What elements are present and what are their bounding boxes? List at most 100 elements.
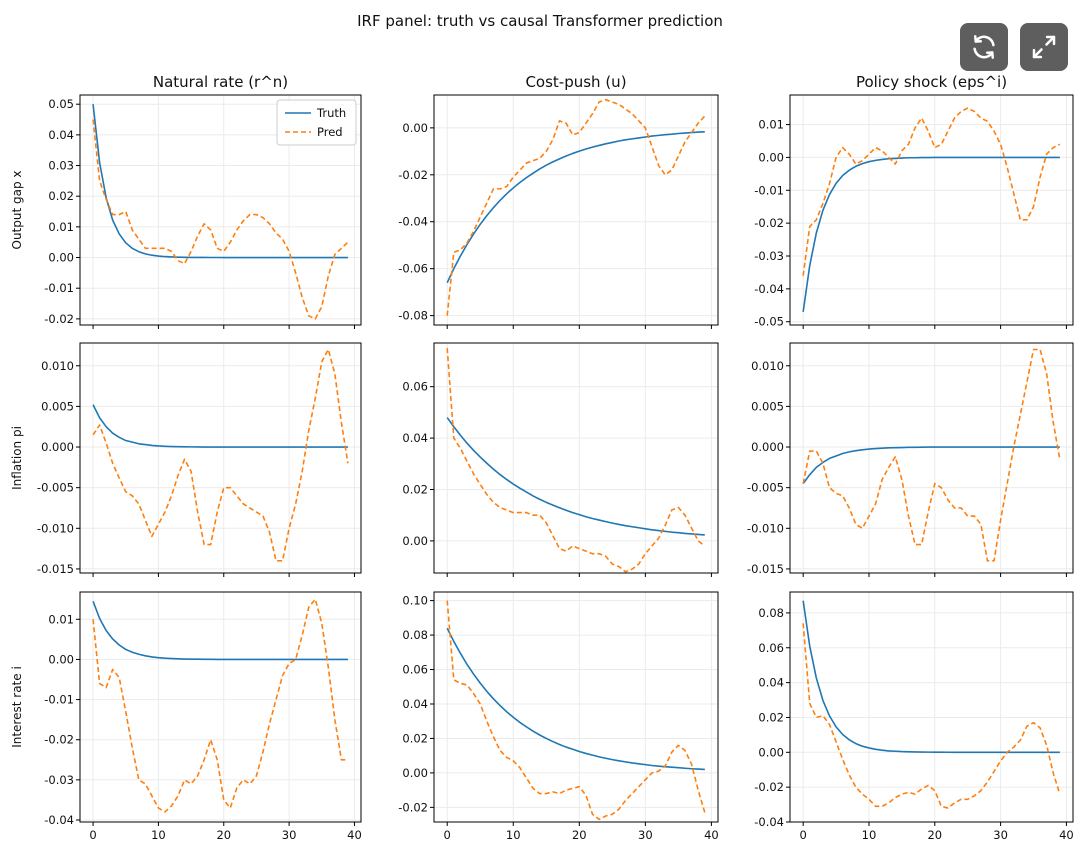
- pred-line: [446, 348, 706, 573]
- y-tick-label: 0.04: [758, 676, 784, 690]
- y-tick-label: -0.02: [44, 312, 74, 326]
- y-tick-label: -0.02: [398, 800, 428, 814]
- y-tick-label: 0.00: [402, 121, 428, 135]
- subplot-0-0: -0.02 -0.01 0.00 0.01 0.02 0.03 0.04 0.05 Truth P…: [44, 94, 362, 329]
- pred-line: [92, 119, 349, 320]
- x-tick-label: 30: [638, 828, 653, 842]
- y-tick-label: 0.01: [758, 118, 784, 132]
- y-tick-label: 0.02: [402, 731, 428, 745]
- y-tick-label: 0.10: [402, 594, 428, 608]
- axes-frame: [79, 591, 362, 823]
- y-tick-label: 0.00: [402, 766, 428, 780]
- y-tick-label: 0.04: [402, 431, 428, 445]
- legend-box: [276, 99, 357, 146]
- y-tick-label: 0.03: [48, 159, 74, 173]
- y-tick-label: 0.000: [751, 440, 784, 454]
- y-tick-label: -0.06: [398, 262, 428, 276]
- y-tick-label: -0.005: [747, 481, 784, 495]
- y-tick-label: 0.02: [402, 482, 428, 496]
- y-tick-label: 0.06: [402, 663, 428, 677]
- x-tick-label: 30: [993, 828, 1008, 842]
- x-tick-label: 0: [799, 828, 806, 842]
- truth-line: [802, 600, 1060, 754]
- subplot-0-2: -0.05 -0.04 -0.03 -0.02 -0.01 0.00 0.01: [754, 94, 1074, 329]
- y-tick-label: 0.04: [48, 128, 74, 142]
- y-tick-label: 0.000: [41, 440, 74, 454]
- y-tick-label: -0.04: [44, 813, 74, 827]
- y-tick-label: 0.00: [758, 150, 784, 164]
- axes-frame: [79, 94, 362, 326]
- x-tick-label: 10: [151, 828, 166, 842]
- row-label: Interest rate i: [10, 666, 24, 748]
- y-tick-label: -0.01: [44, 281, 74, 295]
- x-tick-label: 10: [862, 828, 877, 842]
- y-tick-label: -0.08: [398, 309, 428, 323]
- y-tick-label: -0.05: [754, 315, 784, 329]
- y-tick-label: 0.005: [751, 399, 784, 413]
- pred-line: [446, 600, 706, 821]
- truth-line: [92, 104, 348, 259]
- row-label: Inflation pi: [10, 426, 24, 490]
- subplot-1-0: -0.015 -0.010 -0.005 0.000 0.005 0.010: [37, 342, 362, 577]
- x-tick-label: 20: [572, 828, 587, 842]
- axes-frame: [789, 94, 1074, 326]
- x-tick-label: 40: [347, 828, 362, 842]
- y-tick-label: -0.010: [37, 521, 74, 535]
- x-tick-label: 0: [444, 828, 451, 842]
- refresh-button[interactable]: [960, 23, 1008, 71]
- column-title: Policy shock (eps^i): [856, 73, 1007, 91]
- y-tick-label: 0.005: [41, 399, 74, 413]
- axes-frame: [433, 342, 719, 574]
- legend-truth-label: Truth: [316, 106, 346, 120]
- column-title: Cost-push (u): [525, 73, 626, 91]
- y-tick-label: 0.04: [402, 697, 428, 711]
- y-tick-label: -0.02: [398, 168, 428, 182]
- y-tick-label: 0.02: [758, 710, 784, 724]
- truth-line: [92, 600, 348, 661]
- column-title: Natural rate (r^n): [153, 73, 288, 91]
- y-tick-label: -0.02: [44, 733, 74, 747]
- y-tick-label: -0.010: [747, 521, 784, 535]
- expand-icon: [1032, 35, 1056, 59]
- pred-line: [92, 348, 349, 562]
- axes-frame: [433, 591, 719, 823]
- pred-line: [802, 107, 1061, 276]
- subplot-0-1: -0.08 -0.06 -0.04 -0.02 0.00: [398, 94, 719, 329]
- y-tick-label: 0.00: [758, 745, 784, 759]
- subplot-2-0: -0.04 -0.03 -0.02 -0.01 0.00 0.01 0 10 20 30 40: [44, 591, 362, 842]
- y-tick-label: -0.04: [398, 215, 428, 229]
- axes-frame: [789, 591, 1074, 823]
- y-tick-label: 0.02: [48, 189, 74, 203]
- refresh-icon: [973, 35, 995, 59]
- axes-frame: [433, 94, 719, 326]
- x-tick-label: 20: [927, 828, 942, 842]
- subplot-2-2: -0.04 -0.02 0.00 0.02 0.04 0.06 0.08 0 10 20 30 40: [754, 591, 1074, 842]
- expand-button[interactable]: [1020, 23, 1068, 71]
- y-tick-label: 0.06: [402, 380, 428, 394]
- legend-pred-label: Pred: [317, 125, 343, 139]
- y-tick-label: -0.02: [754, 216, 784, 230]
- y-tick-label: -0.02: [754, 780, 784, 794]
- subplot-1-2: -0.015 -0.010 -0.005 0.000 0.005 0.010: [747, 342, 1074, 577]
- subplot-1-1: 0.00 0.02 0.04 0.06: [402, 342, 719, 577]
- y-tick-label: 0.01: [48, 612, 74, 626]
- axes-frame: [789, 342, 1074, 574]
- row-label: Output gap x: [10, 170, 24, 249]
- y-tick-label: 0.08: [402, 628, 428, 642]
- truth-line: [802, 156, 1060, 312]
- figure-title: IRF panel: truth vs causal Transformer p…: [357, 12, 723, 30]
- subplot-2-1: -0.02 0.00 0.02 0.04 0.06 0.08 0.10 0 10 20 30 40: [398, 591, 719, 842]
- y-tick-label: 0.010: [41, 359, 74, 373]
- y-tick-label: -0.015: [37, 562, 74, 576]
- y-tick-label: 0.00: [48, 652, 74, 666]
- x-tick-label: 10: [506, 828, 521, 842]
- legend: Truth Pred: [276, 99, 357, 146]
- y-tick-label: 0.010: [751, 359, 784, 373]
- x-tick-label: 40: [1059, 828, 1074, 842]
- x-tick-label: 40: [704, 828, 719, 842]
- y-tick-label: 0.08: [758, 606, 784, 620]
- y-tick-label: 0.00: [402, 534, 428, 548]
- x-tick-label: 0: [89, 828, 96, 842]
- y-tick-label: 0.05: [48, 97, 74, 111]
